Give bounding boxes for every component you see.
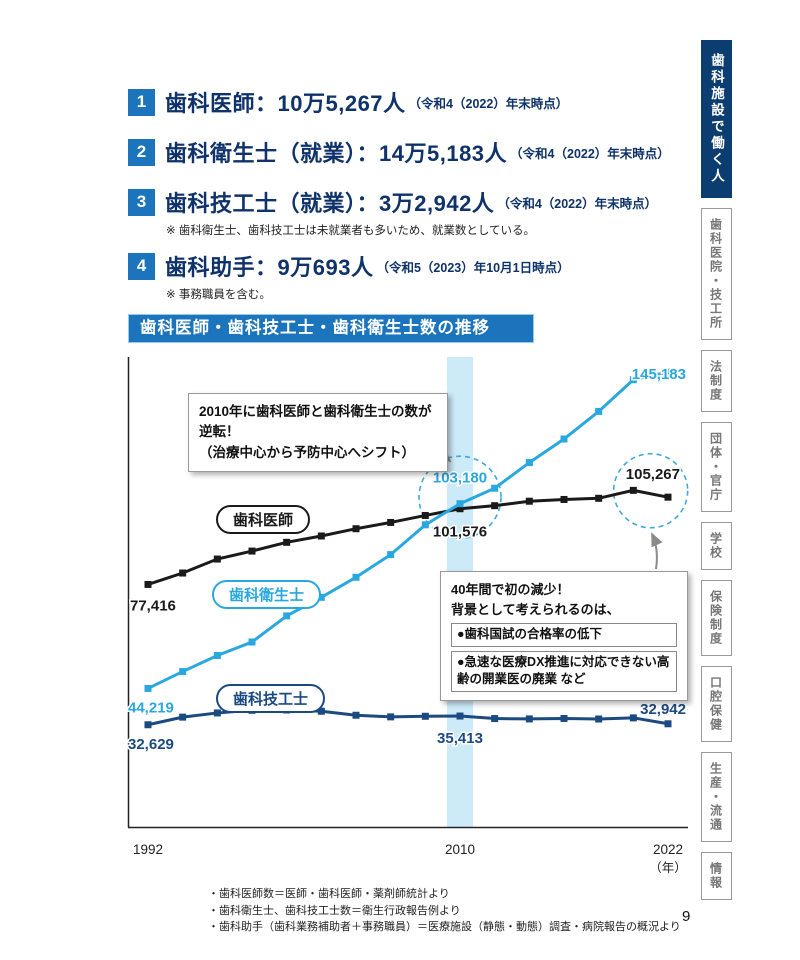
stat-assistants: 4 歯科助手：9万693人 （令和5（2023）年10月1日時点） (128, 250, 690, 282)
legend-dentist: 歯科医師 (216, 505, 311, 534)
stat-dentists: 1 歯科医師：10万5,267人 （令和4（2022）年末時点） (128, 86, 690, 118)
callout-arrow-2 (651, 532, 663, 570)
sidebar-tab-schools[interactable]: 学校 (700, 522, 732, 570)
callout-reversal: 2010年に歯科医師と歯科衛生士の数が逆転！ （治療中心から予防中心へシフト） (188, 393, 448, 472)
sidebar-tab-information[interactable]: 情報 (700, 852, 732, 900)
point-label: 32,942 (640, 701, 686, 718)
section-tab-strip: 歯科施設で働く人 歯科医院・技工所 法制度 団体・官庁 学校 保険制度 口腔保健… (699, 40, 733, 900)
callout-decline-line2: 背景として考えられるのは、 (451, 601, 620, 617)
callout-reversal-line1: 2010年に歯科医師と歯科衛生士の数が逆転！ (199, 404, 432, 440)
stat-technicians: 3 歯科技工士（就業）：3万2,942人 （令和4（2022）年末時点） (128, 186, 690, 218)
main-content: 1 歯科医師：10万5,267人 （令和4（2022）年末時点） 2 歯科衛生士… (127, 86, 690, 936)
footnote-3: ・歯科助手（歯科業務補助者＋事務職員）＝医療施設（静態・動態）調査・病院報告の概… (208, 921, 681, 933)
stat-number-badge: 2 (128, 138, 155, 166)
point-label: 32,629 (128, 736, 174, 753)
point-label: 35,413 (437, 730, 483, 747)
stat-number-badge: 4 (128, 252, 155, 280)
callout-decline-bullet2: ●急速な医療DX推進に対応できない高齢の開業医の廃業 など (451, 650, 677, 692)
sidebar-tab-oral-health[interactable]: 口腔保健 (700, 666, 732, 742)
callout-decline-line1: 40年間で初の減少！ (451, 582, 570, 597)
highlight-circle-1 (418, 455, 502, 540)
point-label: 44,219 (128, 699, 174, 716)
stat-technicians-note: ※ 歯科衛生士、歯科技工士は未就業者も多いため、就業数としている。 (166, 225, 535, 237)
point-label: 77,416 (130, 597, 176, 614)
series-歯科医師 (144, 486, 672, 588)
stat-date: （令和5（2023）年10月1日時点） (376, 260, 570, 275)
callout-decline-bullet1: ●歯科国試の合格率の低下 (451, 623, 677, 647)
sidebar-tab-people-working-in-dental-facilities[interactable]: 歯科施設で働く人 (700, 40, 732, 198)
legend-technician: 歯科技工士 (216, 684, 326, 713)
stat-date: （令和4（2022）年末時点） (497, 196, 658, 211)
highlight-circle-2 (612, 452, 689, 529)
stat-label: 歯科衛生士（就業）：14万5,183人 (165, 141, 508, 166)
stat-assistants-note: ※ 事務職員を含む。 (166, 289, 271, 301)
callout-decline: 40年間で初の減少！ 背景として考えられるのは、 ●歯科国試の合格率の低下 ●急… (440, 571, 688, 701)
page-number: 9 (682, 908, 691, 925)
point-label: 105,267 (626, 466, 680, 483)
stat-label: 歯科助手：9万693人 (165, 255, 374, 280)
callout-reversal-line2: （治療中心から予防中心へシフト） (199, 444, 415, 460)
stat-date: （令和4（2022）年末時点） (510, 146, 670, 161)
point-label: 145,183 (632, 366, 686, 383)
chart-title: 歯科医師・歯科技工士・歯科衛生士数の推移 (128, 314, 534, 343)
sidebar-tab-organizations-government[interactable]: 団体・官庁 (700, 422, 732, 512)
trend-chart: 77,416 44,219 32,629 103,180 101,576 35,413 14… (127, 357, 690, 884)
point-label: 101,576 (433, 524, 487, 541)
sidebar-tab-production-distribution[interactable]: 生産・流通 (700, 752, 732, 842)
stat-number-badge: 3 (128, 188, 155, 216)
x-tick-2022: 2022 (653, 842, 683, 857)
stat-date: （令和4（2022）年末時点） (408, 96, 569, 111)
footnote-2: ・歯科衛生士、歯科技工士数＝衛生行政報告例より (208, 904, 461, 917)
footnote-1: ・歯科医師数＝医師・歯科医師・薬剤師統計より (208, 888, 450, 900)
point-label: 103,180 (433, 470, 487, 487)
x-axis-unit: （年） (649, 861, 687, 875)
stat-label: 歯科技工士（就業）：3万2,942人 (165, 191, 495, 216)
stat-number-badge: 1 (128, 88, 155, 116)
sidebar-tab-legal-system[interactable]: 法制度 (700, 350, 732, 412)
sidebar-tab-insurance-system[interactable]: 保険制度 (700, 580, 732, 656)
x-tick-2010: 2010 (445, 842, 475, 857)
sidebar-tab-clinics-and-labs[interactable]: 歯科医院・技工所 (700, 208, 732, 340)
source-footnotes: ・歯科医師数＝医師・歯科医師・薬剤師統計より ・歯科衛生士、歯科技工士数＝衛生行… (208, 886, 690, 936)
stat-hygienists: 2 歯科衛生士（就業）：14万5,183人 （令和4（2022）年末時点） (128, 136, 690, 168)
legend-hygienist: 歯科衛生士 (212, 580, 322, 609)
x-tick-1992: 1992 (133, 842, 163, 857)
series-歯科衛生士 (144, 368, 672, 692)
stat-label: 歯科医師：10万5,267人 (165, 91, 406, 116)
trend-chart-svg: 77,416 44,219 32,629 103,180 101,576 35,413 14… (127, 357, 689, 875)
